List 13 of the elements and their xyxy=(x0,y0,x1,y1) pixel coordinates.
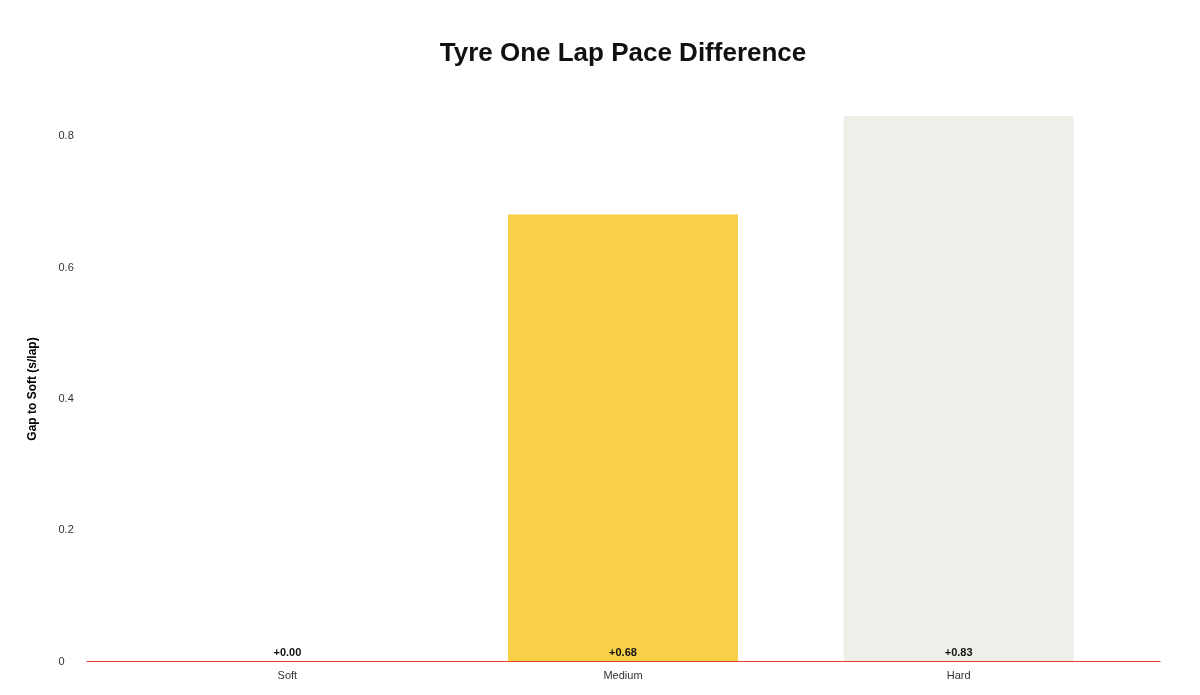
x-tick-label: Hard xyxy=(946,668,971,681)
chart-title: Tyre One Lap Pace Difference xyxy=(439,37,807,67)
data-label: +0.83 xyxy=(944,646,973,658)
y-tick-label: 0.2 xyxy=(58,523,74,536)
data-label: +0.68 xyxy=(609,646,637,658)
x-tick-label: Medium xyxy=(603,668,643,681)
y-tick-label: 0.6 xyxy=(58,260,74,273)
y-tick-label: 0.4 xyxy=(58,391,74,404)
y-axis-title: Gap to Soft (s/lap) xyxy=(24,337,39,441)
y-tick-label: 0.8 xyxy=(58,129,74,142)
x-tick-label: Soft xyxy=(277,668,298,681)
y-tick-label: 0 xyxy=(58,654,65,667)
data-label: +0.00 xyxy=(273,646,302,658)
